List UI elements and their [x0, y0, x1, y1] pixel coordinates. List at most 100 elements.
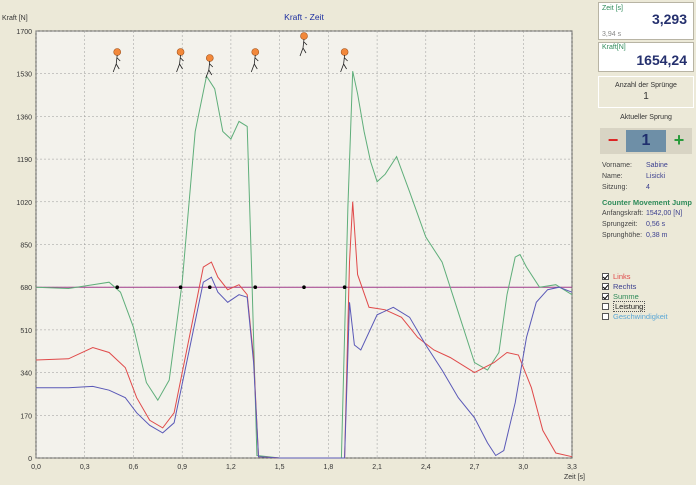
y-tick-label: 850: [20, 243, 32, 250]
session-key: Sitzung:: [602, 184, 628, 191]
jumper-figure-icon: [250, 48, 260, 73]
jump-count-box: Anzahl der Sprünge 1: [598, 76, 694, 108]
y-tick-label: 680: [20, 285, 32, 292]
series-line-rechts: [36, 276, 573, 459]
y-tick-label: 1530: [16, 72, 32, 79]
lastname-row: Name: Lisicki: [602, 173, 665, 180]
series-toggle-summe[interactable]: Summe: [602, 292, 639, 301]
x-tick-label: 3,0: [518, 464, 528, 471]
time-sub-value: 3,94 s: [602, 31, 622, 38]
jumper-body: [299, 38, 308, 57]
x-tick-label: 1,2: [226, 464, 236, 471]
jumper-head: [205, 54, 214, 62]
y-tick-label: 1020: [16, 200, 32, 207]
next-jump-button[interactable]: +: [673, 130, 685, 150]
y-tick-label: 1190: [17, 157, 32, 164]
lastname-value: Lisicki: [646, 173, 666, 180]
jumper-body: [250, 54, 259, 73]
jumper-head: [340, 48, 349, 56]
jumper-head: [176, 48, 185, 56]
lastname-key: Name:: [602, 173, 623, 180]
x-tick-label: 2,4: [421, 464, 431, 471]
checkbox[interactable]: [602, 273, 609, 280]
jump-time-key: Sprungzeit:: [602, 221, 638, 228]
y-tick-label: 0: [28, 456, 32, 463]
series-toggle-geschwindigkeit[interactable]: Geschwindigkeit: [602, 312, 668, 321]
firstname-key: Vorname:: [602, 162, 632, 169]
current-jump-value: 1: [626, 130, 666, 152]
initial-force-row: Anfangskraft: 1542,00 [N]: [602, 210, 682, 217]
side-panel: Zeit [s] 3,293 3,94 s Kraft[N] 1654,24 A…: [596, 0, 696, 485]
jumper-figure-icon: [176, 48, 185, 73]
x-tick-label: 0,0: [31, 464, 41, 471]
previous-jump-button[interactable]: −: [607, 130, 619, 150]
checkbox[interactable]: [602, 283, 609, 290]
force-value: 1654,24: [636, 52, 687, 68]
current-jump-stepper: − 1 +: [600, 128, 692, 154]
y-tick-label: 170: [20, 413, 32, 420]
x-axis-label: Zeit [s]: [564, 474, 585, 481]
jump-count-value: 1: [643, 91, 649, 102]
checkbox[interactable]: [602, 303, 609, 310]
series-toggle-leistung[interactable]: Leistung: [602, 301, 646, 312]
series-toggle-links[interactable]: Links: [602, 272, 631, 281]
checkbox-label: Rechts: [613, 282, 637, 291]
x-tick-label: 2,7: [470, 464, 480, 471]
checkbox-label: Summe: [613, 292, 639, 301]
current-jump-label: Aktueller Sprung: [620, 114, 672, 121]
event-marker: [342, 285, 347, 290]
jumper-figure-icon: [340, 48, 349, 73]
jump-time-row: Sprungzeit: 0,56 s: [602, 221, 665, 228]
jump-count-label: Anzahl der Sprünge: [615, 82, 677, 89]
x-tick-label: 0,3: [80, 464, 90, 471]
time-readout: Zeit [s] 3,293 3,94 s: [598, 2, 694, 40]
y-tick-label: 510: [20, 328, 32, 335]
x-tick-label: 0,9: [177, 464, 187, 471]
checkbox-label: Links: [613, 272, 631, 281]
jumper-head: [113, 48, 122, 56]
x-tick-label: 3,3: [567, 464, 577, 471]
event-marker: [207, 285, 212, 290]
series-toggle-rechts[interactable]: Rechts: [602, 282, 636, 291]
checkbox[interactable]: [602, 293, 609, 300]
firstname-row: Vorname: Sabine: [602, 162, 668, 169]
force-label: Kraft[N]: [602, 44, 626, 51]
force-readout: Kraft[N] 1654,24: [598, 42, 694, 72]
event-marker: [253, 285, 258, 290]
jumper-body: [340, 54, 348, 73]
jumper-head: [251, 48, 260, 56]
jump-height-key: Sprunghöhe:: [602, 232, 643, 239]
jumper-body: [176, 54, 184, 73]
checkbox-label: Leistung: [613, 301, 646, 312]
y-tick-label: 340: [20, 371, 32, 378]
event-marker: [302, 285, 306, 290]
session-value: 4: [646, 184, 650, 191]
session-row: Sitzung: 4: [602, 184, 650, 191]
initial-force-key: Anfangskraft:: [602, 210, 644, 217]
initial-force-value: 1542,00 [N]: [646, 210, 683, 217]
test-title: Counter Movement Jump: [602, 198, 693, 207]
jump-height-value: 0,38 m: [646, 232, 668, 239]
jumper-body: [205, 60, 214, 79]
jumper-figure-icon: [112, 48, 122, 73]
x-tick-label: 1,5: [275, 464, 285, 471]
chart-panel: 1700 1530 1360 1190 1020 850 680 510 340 170 0 0,0 0…: [2, 12, 586, 481]
jumper-figure-icon: [205, 54, 214, 79]
checkbox-label: Geschwindigkeit: [613, 312, 668, 321]
chart-title: Kraft - Zeit: [284, 12, 324, 22]
jumper-figure-icon: [299, 32, 308, 57]
x-tick-label: 2,1: [372, 464, 382, 471]
jumper-body: [112, 54, 121, 73]
y-tick-label: 1360: [16, 114, 32, 121]
event-marker: [115, 285, 120, 290]
checkbox[interactable]: [602, 313, 609, 320]
event-marker: [178, 285, 183, 290]
jumper-head: [300, 32, 308, 40]
firstname-value: Sabine: [646, 162, 668, 169]
jump-height-row: Sprunghöhe: 0,38 m: [602, 232, 667, 239]
y-axis-label: Kraft [N]: [2, 15, 28, 22]
series-line-summe: [35, 71, 573, 459]
x-tick-label: 1,8: [323, 464, 333, 471]
y-tick-label: 1700: [16, 29, 32, 36]
